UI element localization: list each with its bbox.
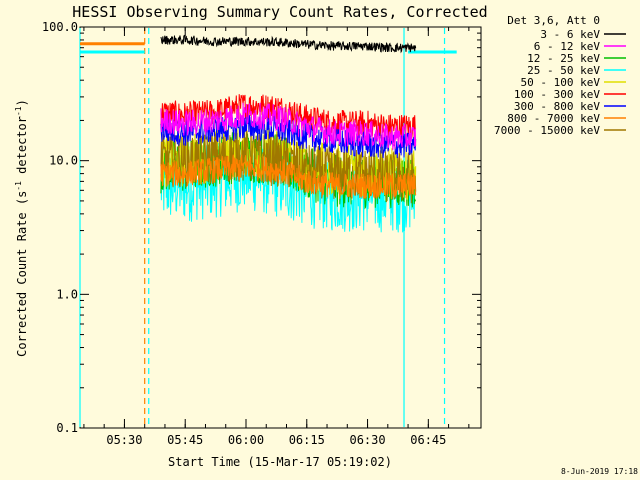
series-line <box>160 154 417 200</box>
x-axis-label: Start Time (15-Mar-17 05:19:02) <box>168 455 392 469</box>
y-tick-label: 0.1 <box>56 421 78 435</box>
y-axis-label-close: ) <box>15 99 29 106</box>
x-tick-label: 06:00 <box>228 433 264 447</box>
x-tick-label: 06:45 <box>410 433 446 447</box>
x-tick-label: 06:15 <box>289 433 325 447</box>
plot-area: 0.1 1.0 10.0 100.0 05:30 05:45 06:00 06:15 06:30… <box>42 20 482 447</box>
legend-entry-label: 800 - 7000 keV <box>507 112 600 125</box>
legend-entry-label: 100 - 300 keV <box>514 88 600 101</box>
y-axis-label-prefix: Corrected Count Rate (s <box>15 191 29 357</box>
series-line <box>160 34 417 54</box>
chart-title: HESSI Observing Summary Count Rates, Cor… <box>72 3 487 21</box>
series-group <box>160 34 417 233</box>
legend-title: Det 3,6, Att 0 <box>507 14 600 27</box>
legend-entry-label: 3 - 6 keV <box>540 28 600 41</box>
y-tick-label: 100.0 <box>42 20 78 34</box>
axis-ticks: 0.1 1.0 10.0 100.0 05:30 05:45 06:00 06:15 06:30… <box>42 20 481 447</box>
legend-entry-label: 25 - 50 keV <box>527 64 600 77</box>
x-tick-label: 05:45 <box>167 433 203 447</box>
plot-frame <box>79 26 482 429</box>
legend-entry-label: 12 - 25 keV <box>527 52 600 65</box>
y-axis-label-suffix: detector <box>15 116 29 181</box>
y-axis-label: Corrected Count Rate (s-1 detector-1) <box>14 99 29 357</box>
y-tick-label: 10.0 <box>49 154 78 168</box>
timestamp: 8-Jun-2019 17:18 <box>561 467 638 476</box>
legend-entry-label: 50 - 100 keV <box>521 76 601 89</box>
reference-lines <box>79 28 457 427</box>
y-axis-label-exp: -1 <box>14 181 23 191</box>
series-line <box>160 114 417 159</box>
legend-entry-label: 300 - 800 keV <box>514 100 600 113</box>
legend-entry-label: 7000 - 15000 keV <box>494 124 600 137</box>
y-axis-label-exp2: -1 <box>14 106 23 116</box>
legend-entry-label: 6 - 12 keV <box>534 40 601 53</box>
y-tick-label: 1.0 <box>56 287 78 301</box>
series-line <box>160 102 417 151</box>
x-tick-label: 05:30 <box>106 433 142 447</box>
x-tick-label: 06:30 <box>349 433 385 447</box>
